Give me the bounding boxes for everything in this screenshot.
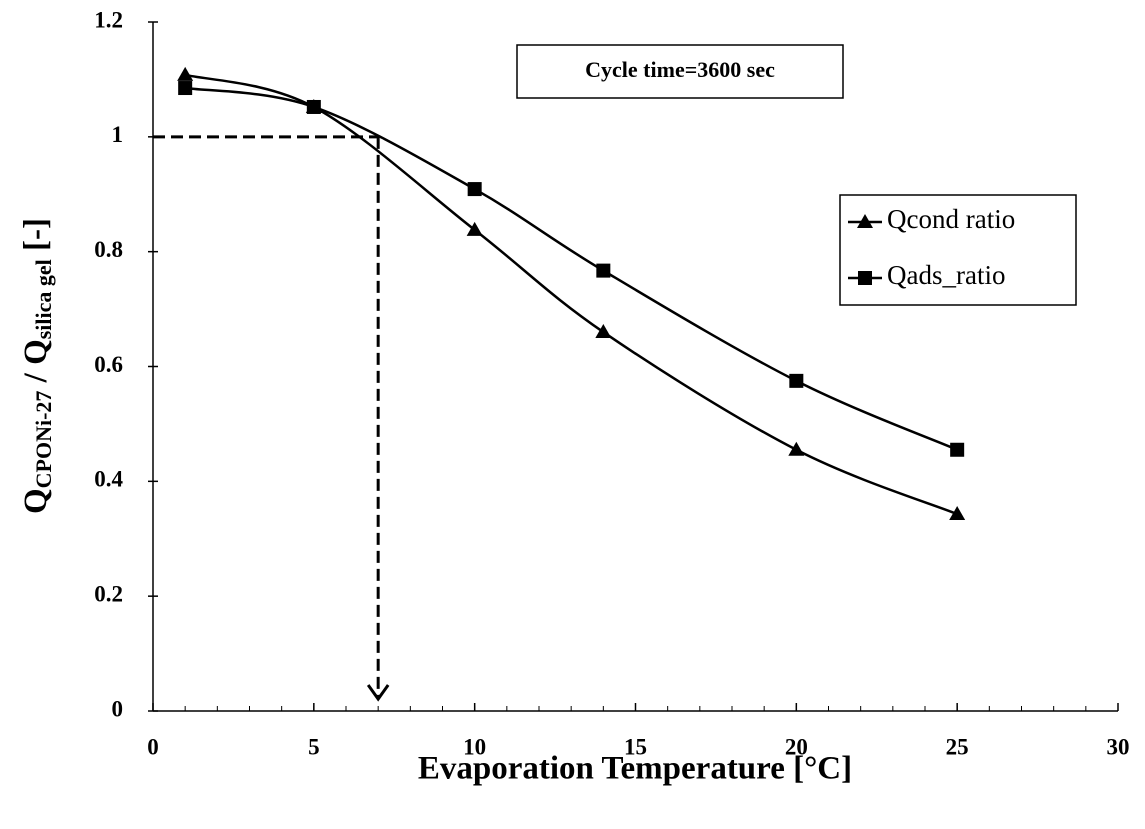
y-tick-label: 0 <box>112 696 124 721</box>
x-tick-label: 30 <box>1107 734 1130 759</box>
y-label-part: [-] <box>18 218 54 259</box>
legend-box <box>839 194 1077 306</box>
data-point <box>177 66 194 81</box>
y-tick-label: 0.2 <box>94 581 123 606</box>
data-point <box>789 373 804 388</box>
x-tick-label: 0 <box>147 734 159 759</box>
x-tick-label: 20 <box>785 734 808 759</box>
legend-marker <box>857 214 873 228</box>
x-tick-label: 15 <box>624 734 647 759</box>
annotation: Cycle time=3600 sec <box>585 57 775 82</box>
y-tick-label: 1 <box>112 122 124 147</box>
y-tick-label: 1.2 <box>94 7 123 32</box>
x-axis-label: Evaporation Temperature [°C] <box>418 751 852 787</box>
y-tick-label: 0.8 <box>94 237 123 262</box>
data-point <box>788 441 805 456</box>
legend-label: Qcond ratio <box>887 204 1015 234</box>
data-point <box>467 182 482 197</box>
y-tick-label: 0.6 <box>94 352 123 377</box>
legend-label: Qads_ratio <box>887 260 1005 290</box>
data-point <box>306 99 321 114</box>
data-point <box>595 324 612 339</box>
legend-marker <box>858 271 872 285</box>
reference-arrow <box>366 684 390 702</box>
y-axis-label: QCPONi-27 / Qsilica gel [-] <box>18 218 56 514</box>
data-point <box>949 506 966 521</box>
data-point <box>178 81 193 96</box>
x-tick-label: 5 <box>308 734 320 759</box>
annotation-box <box>516 44 844 99</box>
y-label-part: / Q <box>18 339 54 390</box>
x-tick-label: 10 <box>463 734 486 759</box>
y-tick-label: 0.4 <box>94 467 123 492</box>
data-point <box>596 263 611 278</box>
data-point <box>466 221 483 236</box>
y-label-sub: silica gel <box>31 259 56 339</box>
y-label-sub: CPONi-27 <box>31 391 56 489</box>
data-point <box>950 442 965 457</box>
y-label-part: Q <box>18 488 54 514</box>
x-tick-label: 25 <box>946 734 969 759</box>
